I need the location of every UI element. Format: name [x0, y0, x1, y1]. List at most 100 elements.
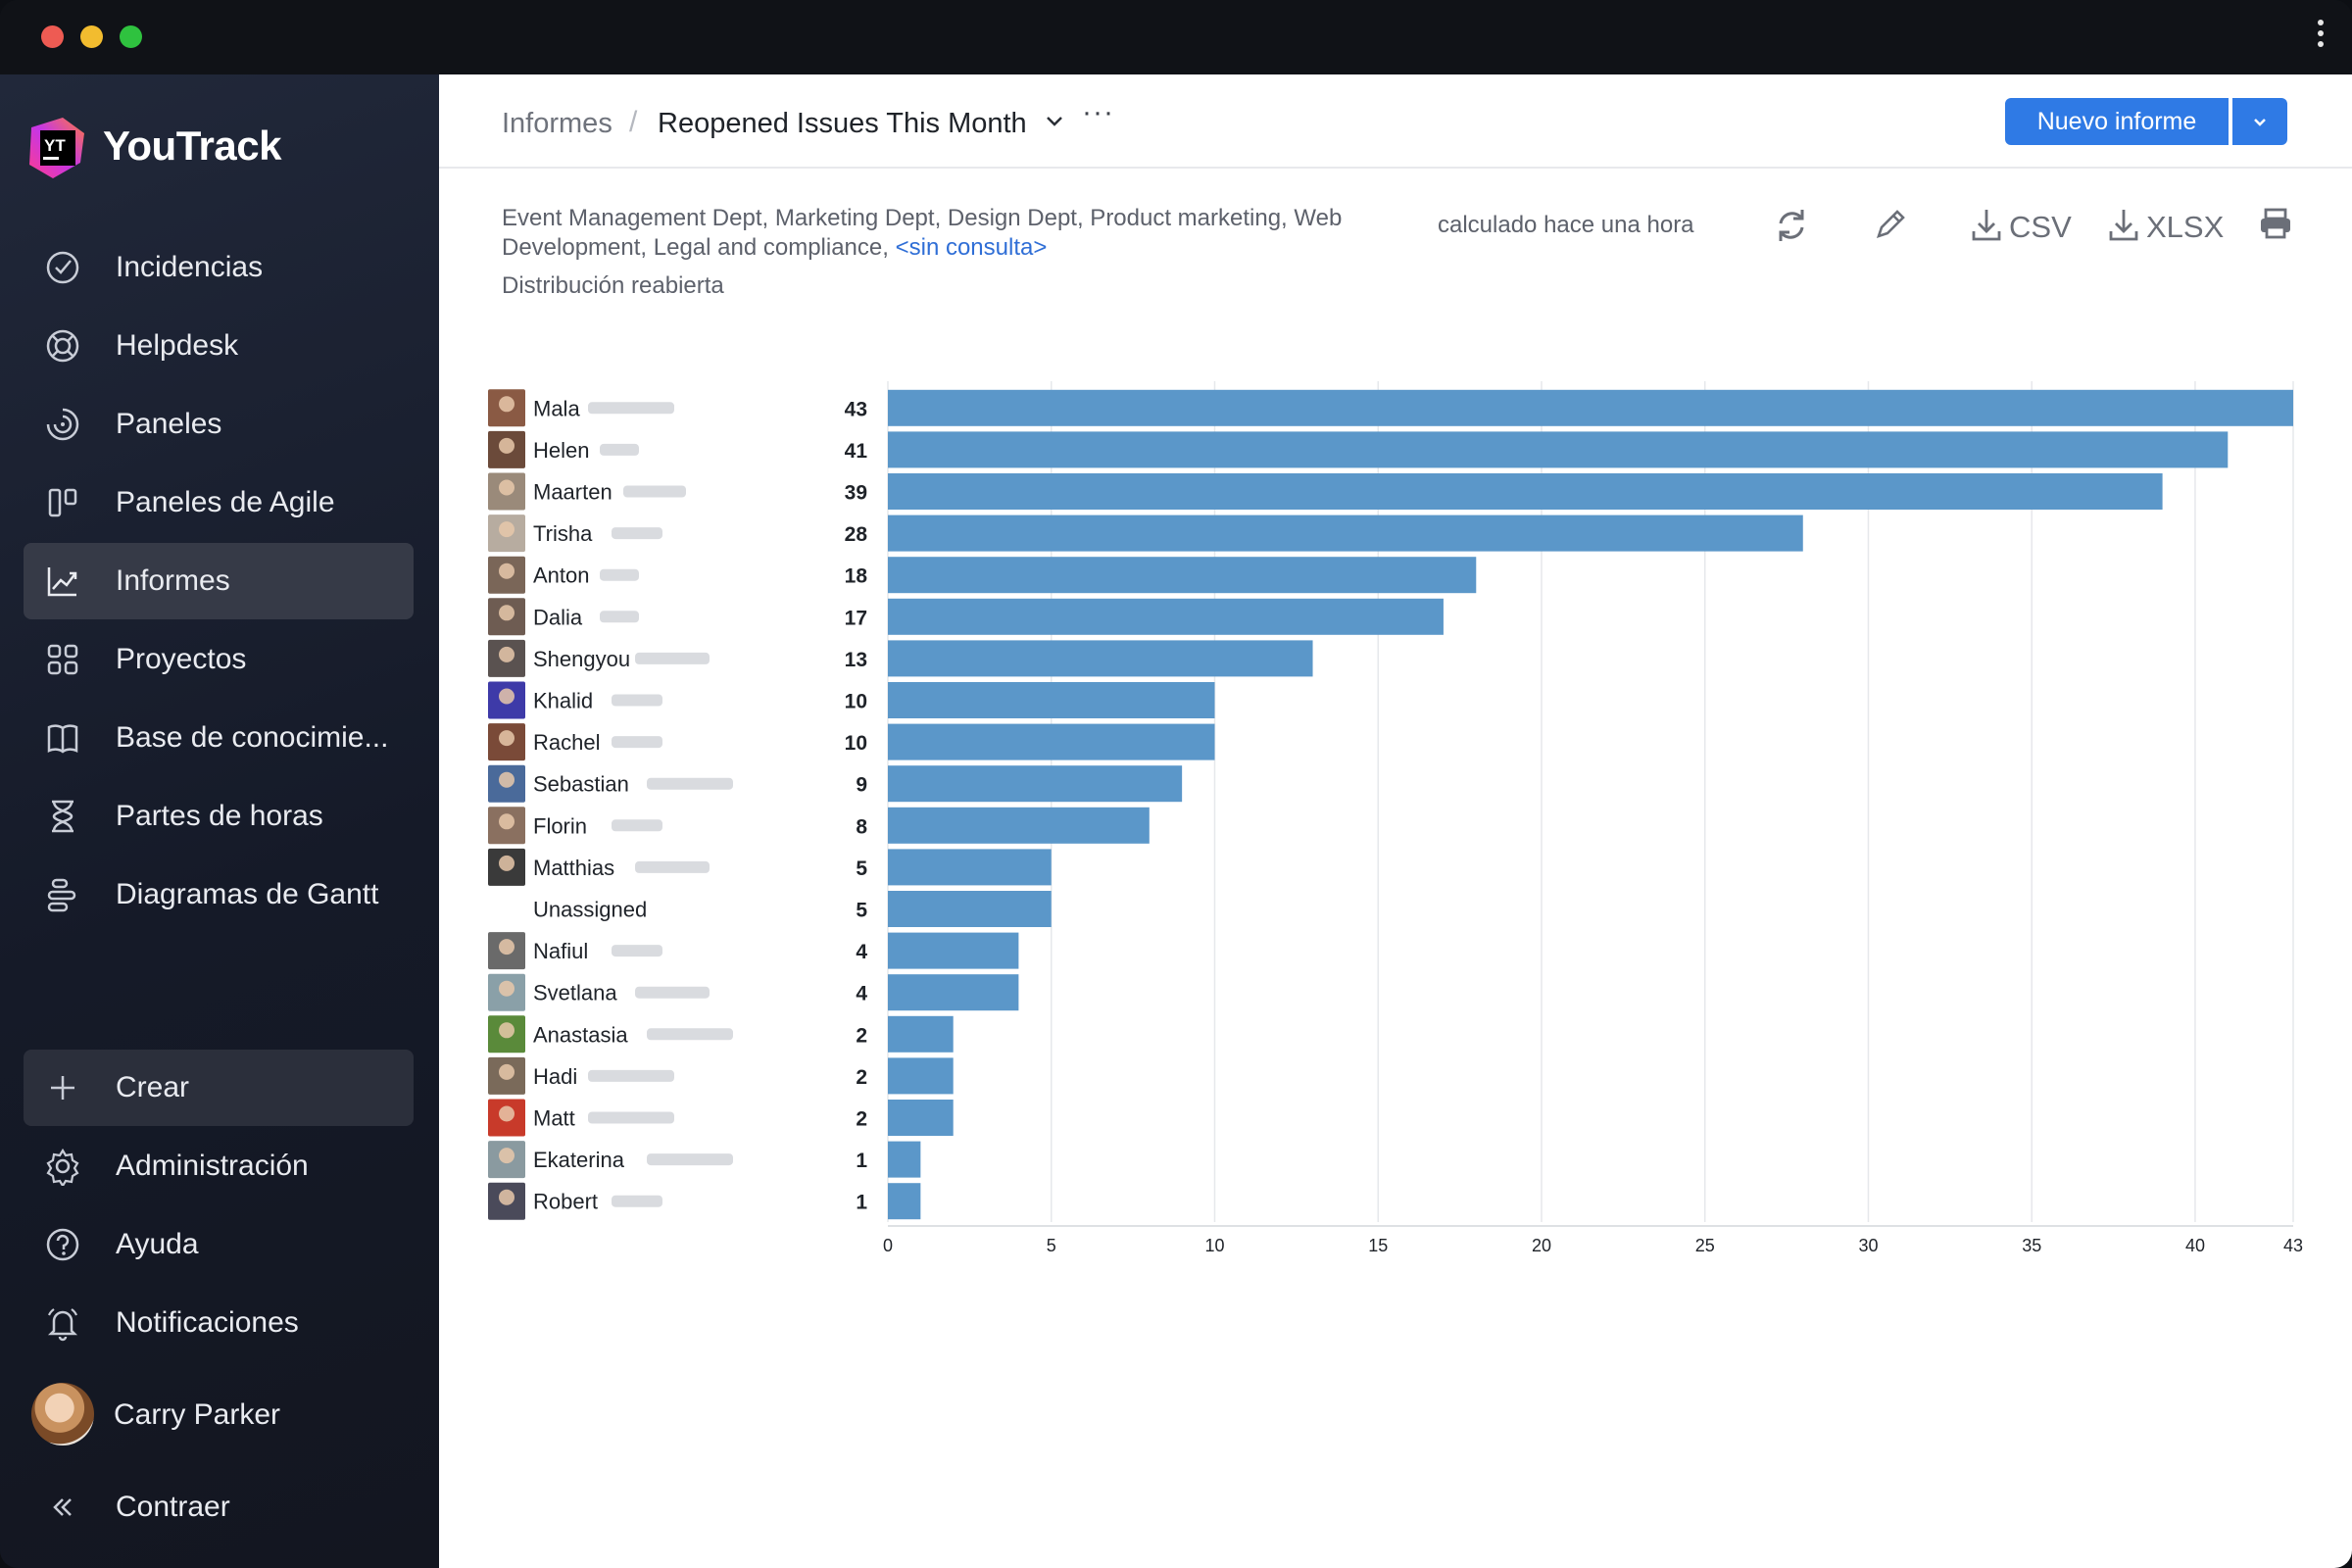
bar[interactable] — [888, 473, 2163, 510]
x-tick-label: 43 — [2283, 1236, 2303, 1255]
breadcrumb-informes[interactable]: Informes — [502, 108, 612, 139]
no-query-link[interactable]: <sin consulta> — [895, 234, 1048, 261]
close-window-button[interactable] — [41, 25, 64, 48]
sidebar-item-paneles[interactable]: Paneles — [24, 386, 414, 463]
sidebar-item-administracion[interactable]: Administración — [24, 1128, 414, 1204]
assignee-name[interactable]: Rachel — [533, 730, 600, 755]
bar[interactable] — [888, 557, 1477, 594]
sidebar-item-incidencias[interactable]: Incidencias — [24, 229, 414, 306]
avatar-face — [499, 980, 514, 997]
assignee-name[interactable]: Hadi — [533, 1064, 577, 1089]
edit-pencil-icon[interactable] — [1872, 204, 1907, 247]
assignee-name[interactable]: Nafiul — [533, 939, 588, 963]
x-tick-label: 0 — [883, 1236, 893, 1255]
bar-value-label: 9 — [856, 774, 867, 797]
bar[interactable] — [888, 1141, 921, 1178]
collapse-sidebar-button[interactable]: Contraer — [24, 1469, 414, 1545]
hourglass-icon — [52, 800, 74, 833]
bar[interactable] — [888, 807, 1150, 844]
assignee-name[interactable]: Trisha — [533, 521, 593, 546]
assignee-name[interactable]: Florin — [533, 813, 587, 838]
bar[interactable] — [888, 682, 1215, 718]
bar[interactable] — [888, 849, 1052, 886]
export-csv-button[interactable]: CSV — [1970, 204, 2087, 247]
avatar-face — [499, 688, 514, 705]
more-actions-button[interactable]: ··· — [1082, 96, 1114, 128]
export-xlsx-button[interactable]: XLSX — [2107, 204, 2234, 247]
double-chevron-left-icon — [53, 1498, 72, 1516]
sidebar-item-partes-de-horas[interactable]: Partes de horas — [24, 778, 414, 855]
bar-value-label: 17 — [845, 607, 867, 629]
reports-icon — [47, 567, 77, 597]
sidebar-item-base-de-conocimiento[interactable]: Base de conocimie... — [24, 700, 414, 776]
refresh-icon[interactable] — [1774, 204, 1809, 247]
sidebar: YT YouTrack Incidencias Helpdesk Paneles… — [0, 74, 439, 1568]
assignee-name[interactable]: Mala — [533, 396, 580, 420]
bar-value-label: 2 — [856, 1066, 867, 1089]
app-logo[interactable]: YT YouTrack — [24, 114, 416, 182]
sidebar-item-notificaciones[interactable]: Notificaciones — [24, 1285, 414, 1361]
bar[interactable] — [888, 640, 1313, 677]
bar[interactable] — [888, 514, 1803, 552]
print-icon[interactable] — [2256, 204, 2295, 247]
bar[interactable] — [888, 765, 1183, 803]
assignee-name[interactable]: Matt — [533, 1106, 575, 1131]
new-report-dropdown-button[interactable] — [2232, 98, 2287, 145]
create-label: Crear — [116, 1071, 190, 1103]
x-tick-label: 40 — [2185, 1236, 2205, 1255]
bar[interactable] — [888, 1057, 954, 1095]
zoom-window-button[interactable] — [120, 25, 142, 48]
bar[interactable] — [888, 1015, 954, 1053]
sidebar-item-helpdesk[interactable]: Helpdesk — [24, 308, 414, 384]
assignee-name[interactable]: Matthias — [533, 856, 614, 880]
avatar-face — [499, 605, 514, 621]
assignee-name[interactable]: Svetlana — [533, 981, 617, 1005]
chevron-down-icon[interactable] — [1043, 110, 1066, 133]
sidebar-item-label: Incidencias — [116, 251, 264, 283]
bar[interactable] — [888, 891, 1052, 927]
assignee-name[interactable]: Sebastian — [533, 772, 629, 797]
assignee-name[interactable]: Ekaterina — [533, 1148, 625, 1172]
sidebar-item-informes[interactable]: Informes — [24, 543, 414, 619]
sidebar-item-diagramas-de-gantt[interactable]: Diagramas de Gantt — [24, 857, 414, 933]
bar[interactable] — [888, 1100, 954, 1136]
assignee-name[interactable]: Dalia — [533, 605, 583, 629]
report-header: Informes / Reopened Issues This Month ··… — [439, 74, 2352, 169]
assignee-name[interactable]: Anastasia — [533, 1022, 628, 1047]
assignee-name[interactable]: Khalid — [533, 689, 593, 713]
minimize-window-button[interactable] — [80, 25, 103, 48]
assignee-name[interactable]: Shengyou — [533, 647, 630, 671]
dashboard-icon — [46, 408, 79, 441]
bar[interactable] — [888, 1183, 921, 1220]
bar[interactable] — [888, 431, 2229, 468]
sidebar-item-label: Ayuda — [116, 1228, 199, 1260]
assignee-name[interactable]: Robert — [533, 1190, 598, 1214]
avatar-face — [499, 1022, 514, 1039]
bar[interactable] — [888, 598, 1444, 635]
bar-value-label: 2 — [856, 1024, 867, 1047]
new-report-button[interactable]: Nuevo informe — [2005, 98, 2229, 145]
bar[interactable] — [888, 723, 1215, 760]
sidebar-item-ayuda[interactable]: Ayuda — [24, 1206, 414, 1283]
bar[interactable] — [888, 389, 2293, 426]
sidebar-item-paneles-de-agile[interactable]: Paneles de Agile — [24, 465, 414, 541]
assignee-name[interactable]: Anton — [533, 564, 590, 588]
assignee-name[interactable]: Helen — [533, 438, 589, 463]
blurred-surname — [647, 777, 733, 790]
sidebar-item-proyectos[interactable]: Proyectos — [24, 621, 414, 698]
create-button[interactable]: Crear — [24, 1050, 414, 1126]
report-title[interactable]: Reopened Issues This Month — [658, 108, 1027, 139]
bar[interactable] — [888, 974, 1019, 1011]
assignee-name[interactable]: Unassigned — [533, 898, 647, 922]
blurred-surname — [612, 527, 662, 540]
bar-value-label: 2 — [856, 1108, 867, 1131]
blurred-surname — [588, 402, 674, 415]
user-profile[interactable]: Carry Parker — [31, 1383, 414, 1451]
bar-value-label: 1 — [856, 1192, 867, 1214]
blurred-surname — [635, 652, 710, 664]
window-menu-icon[interactable] — [2315, 20, 2327, 55]
bar-value-label: 13 — [845, 649, 867, 671]
bar[interactable] — [888, 932, 1019, 969]
assignee-name[interactable]: Maarten — [533, 480, 612, 505]
